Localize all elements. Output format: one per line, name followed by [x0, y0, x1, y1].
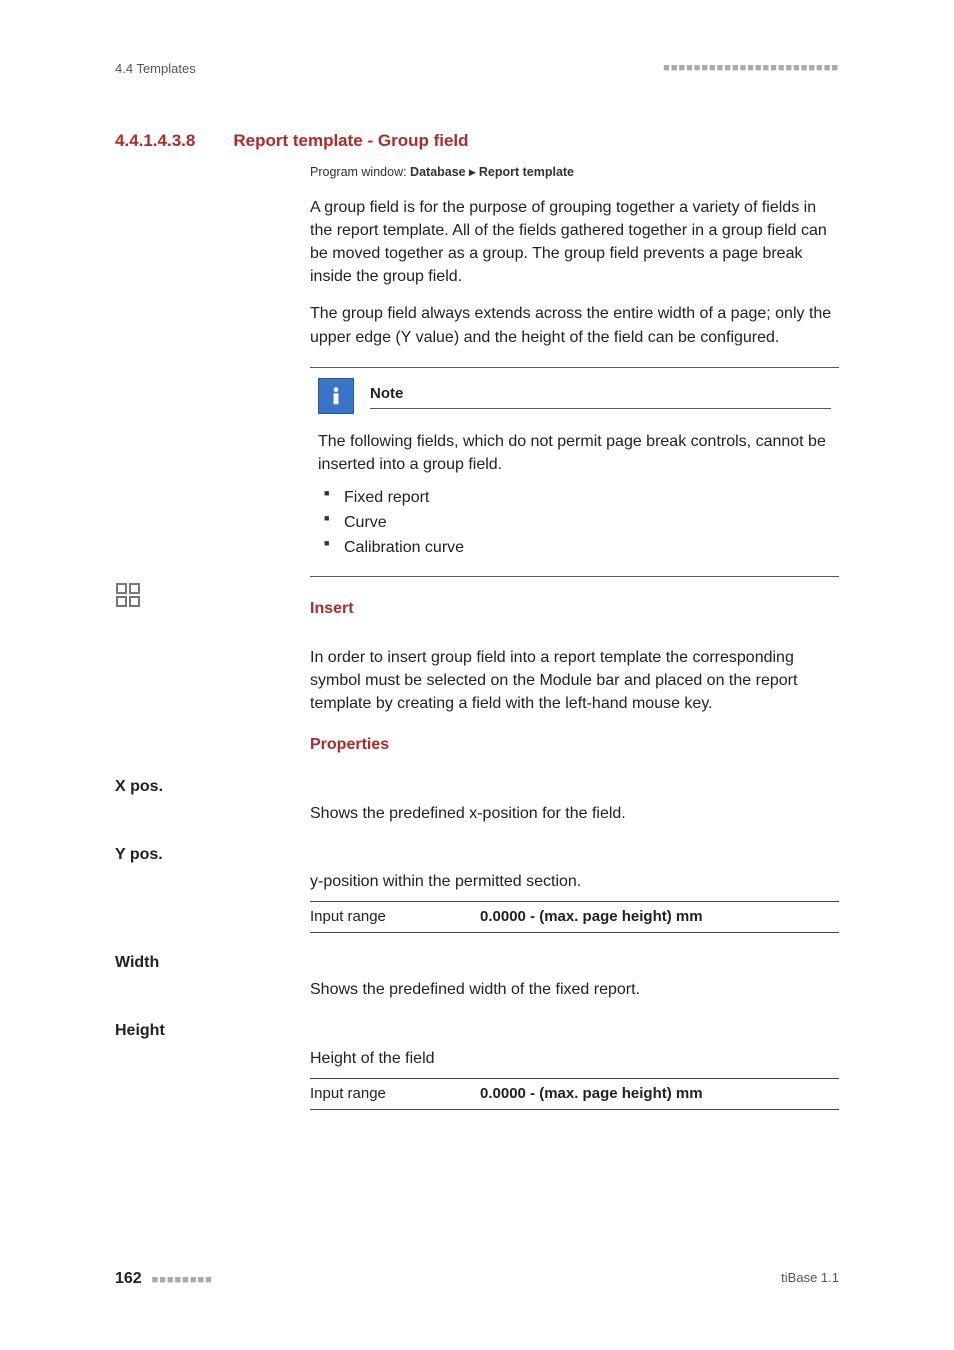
- property-xpos: X pos. Shows the predefined x-position f…: [115, 775, 839, 825]
- height-range-row: Input range 0.0000 - (max. page height) …: [310, 1078, 839, 1110]
- content-column: Program window: Database ▸ Report templa…: [310, 163, 839, 619]
- property-height: Height Height of the field Input range 0…: [115, 1019, 839, 1109]
- note-body: The following fields, which do not permi…: [318, 430, 831, 476]
- group-field-icon: [115, 582, 141, 608]
- ypos-desc: y-position within the permitted section.: [310, 870, 839, 893]
- property-ypos: Y pos. y-position within the permitted s…: [115, 843, 839, 933]
- insert-text: In order to insert group field into a re…: [310, 646, 839, 716]
- paragraph-1: A group field is for the purpose of grou…: [310, 196, 839, 289]
- page-number: 162: [115, 1270, 142, 1287]
- note-box: Note The following fields, which do not …: [310, 367, 839, 577]
- program-window-value: Database ▸ Report template: [410, 165, 574, 179]
- section-title: Report template - Group field: [233, 129, 468, 154]
- paragraph-2: The group field always extends across th…: [310, 302, 839, 348]
- program-window-label: Program window:: [310, 165, 410, 179]
- ypos-range-label: Input range: [310, 906, 480, 928]
- ypos-label: Y pos.: [115, 843, 839, 866]
- note-list-item: Calibration curve: [324, 536, 831, 559]
- height-range-value: 0.0000 - (max. page height) mm: [480, 1083, 703, 1105]
- ypos-range-row: Input range 0.0000 - (max. page height) …: [310, 901, 839, 933]
- header-left: 4.4 Templates: [115, 60, 196, 79]
- properties-heading: Properties: [310, 733, 839, 756]
- program-window-path: Program window: Database ▸ Report templa…: [310, 163, 839, 181]
- width-label: Width: [115, 951, 839, 974]
- footer-product: tiBase 1.1: [781, 1269, 839, 1288]
- width-desc: Shows the predefined width of the fixed …: [310, 978, 839, 1001]
- section-number: 4.4.1.4.3.8: [115, 129, 195, 154]
- height-label: Height: [115, 1019, 839, 1042]
- insert-heading: Insert: [310, 597, 839, 620]
- property-width: Width Shows the predefined width of the …: [115, 951, 839, 1001]
- xpos-label: X pos.: [115, 775, 839, 798]
- footer-left: 162 ■■■■■■■■: [115, 1267, 213, 1290]
- note-header: Note: [318, 378, 831, 414]
- footer-decor: ■■■■■■■■: [152, 1274, 213, 1286]
- info-icon: [318, 378, 354, 414]
- page-header: 4.4 Templates ■■■■■■■■■■■■■■■■■■■■■■■: [115, 60, 839, 79]
- section-heading: 4.4.1.4.3.8 Report template - Group fiel…: [115, 129, 839, 154]
- insert-body: In order to insert group field into a re…: [310, 646, 839, 757]
- height-range-label: Input range: [310, 1083, 480, 1105]
- page-footer: 162 ■■■■■■■■ tiBase 1.1: [115, 1267, 839, 1290]
- note-list: Fixed report Curve Calibration curve: [318, 486, 831, 560]
- ypos-range-value: 0.0000 - (max. page height) mm: [480, 906, 703, 928]
- note-title: Note: [370, 383, 831, 409]
- note-list-item: Curve: [324, 511, 831, 534]
- note-list-item: Fixed report: [324, 486, 831, 509]
- header-decor: ■■■■■■■■■■■■■■■■■■■■■■■: [663, 61, 839, 77]
- height-desc: Height of the field: [310, 1047, 839, 1070]
- xpos-desc: Shows the predefined x-position for the …: [310, 802, 839, 825]
